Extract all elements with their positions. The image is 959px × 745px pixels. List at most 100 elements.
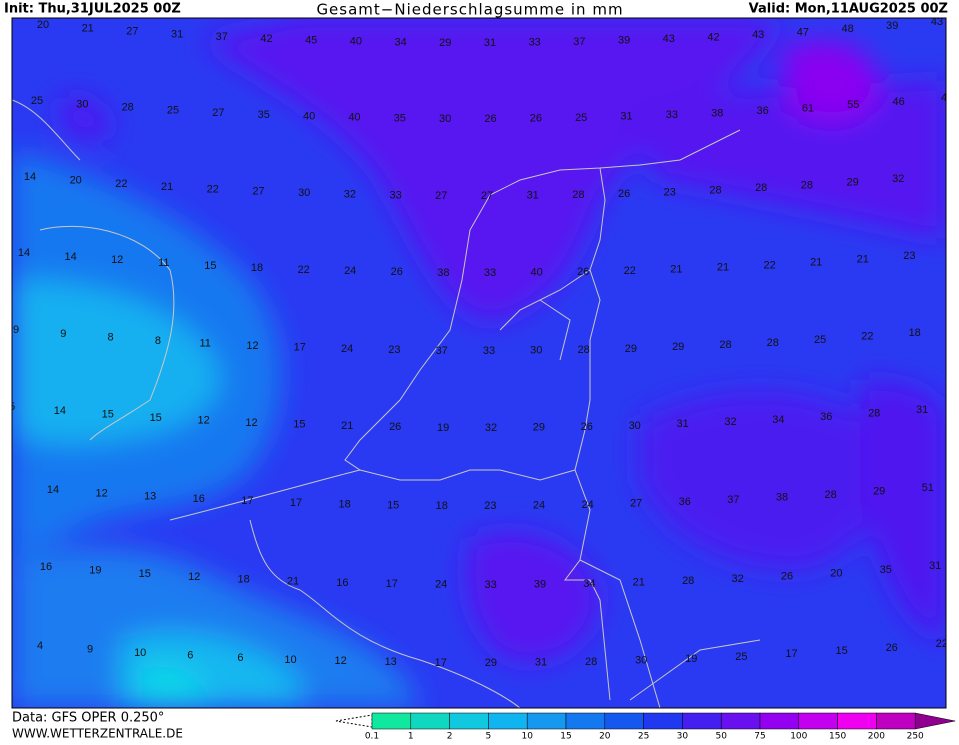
grid-value: 32: [485, 422, 497, 434]
grid-value: 13: [385, 656, 397, 668]
grid-value: 17: [386, 578, 398, 590]
grid-value: 51: [922, 482, 934, 494]
grid-value: 25: [735, 651, 747, 663]
grid-value: 18: [251, 262, 263, 274]
legend-swatch: [604, 712, 644, 730]
legend-swatch: [371, 712, 412, 730]
legend-swatch: [759, 712, 800, 730]
grid-value: 21: [670, 263, 682, 275]
legend-swatch: [682, 712, 722, 730]
grid-value: 29: [873, 486, 885, 498]
grid-value: 19: [89, 565, 101, 577]
grid-value: 12: [245, 417, 257, 429]
grid-value: 24: [344, 265, 356, 277]
grid-value: 37: [727, 494, 739, 506]
grid-value: 15: [150, 412, 162, 424]
grid-value: 30: [629, 420, 641, 432]
grid-value: 47: [797, 26, 809, 38]
grid-value: 4: [941, 92, 947, 104]
grid-value: 19: [685, 653, 697, 665]
grid-value: 12: [246, 340, 258, 352]
grid-value: 34: [583, 578, 595, 590]
grid-value: 40: [530, 267, 542, 279]
grid-value: 30: [76, 98, 88, 110]
legend-swatch: [565, 712, 606, 730]
grid-value: 27: [630, 498, 642, 510]
grid-value: 26: [781, 570, 793, 582]
grid-value: 21: [161, 181, 173, 193]
grid-value: 40: [303, 110, 315, 122]
grid-value: 29: [625, 343, 637, 355]
grid-value: 25: [575, 112, 587, 124]
grid-value: 4: [37, 640, 43, 652]
grid-value: 33: [484, 267, 496, 279]
grid-value: 10: [284, 654, 296, 666]
legend-tick-label: 20: [599, 732, 611, 742]
grid-value: 8: [108, 332, 114, 344]
legend-tick-label: 10: [521, 732, 533, 742]
grid-value: 11: [158, 257, 169, 269]
grid-value: 12: [95, 487, 107, 499]
grid-value: 28: [719, 339, 731, 351]
grid-value: 37: [573, 36, 585, 48]
grid-value: 24: [581, 499, 593, 511]
grid-value: 31: [535, 657, 547, 669]
grid-value: 37: [436, 345, 448, 357]
grid-value: 40: [348, 112, 360, 124]
legend-swatch: [643, 712, 683, 730]
grid-value: 21: [82, 22, 94, 34]
grid-value: 33: [483, 345, 495, 357]
legend-swatch: [837, 712, 877, 730]
legend-tick-label: 250: [907, 732, 924, 742]
grid-value: 22: [297, 264, 309, 276]
legend-swatch: [526, 712, 567, 730]
grid-value: 5: [9, 401, 15, 413]
grid-value: 25: [31, 95, 43, 107]
grid-value: 9: [13, 324, 19, 336]
grid-value: 26: [618, 188, 630, 200]
legend-swatch: [876, 712, 916, 730]
legend-swatch: [488, 712, 528, 730]
valid-time: Valid: Mon,11AUG2025 00Z: [749, 2, 948, 17]
init-time: Init: Thu,31JUL2025 00Z: [4, 2, 181, 17]
legend-tick-label: 2: [447, 732, 453, 742]
grid-value: 29: [533, 422, 545, 434]
grid-value: 28: [682, 575, 694, 587]
legend-swatch: [449, 712, 489, 730]
grid-value: 21: [717, 262, 729, 274]
grid-value: 14: [24, 171, 36, 183]
grid-value: 26: [581, 421, 593, 433]
grid-value: 35: [258, 109, 270, 121]
grid-value: 43: [752, 29, 764, 41]
grid-value: 6: [237, 652, 243, 664]
grid-value: 17: [785, 648, 797, 660]
legend-tick-label: 150: [829, 732, 846, 742]
grid-value: 15: [387, 499, 399, 511]
grid-value: 9: [60, 328, 66, 340]
grid-value: 28: [709, 184, 721, 196]
grid-value: 23: [664, 186, 676, 198]
grid-value: 29: [672, 341, 684, 353]
grid-value: 17: [435, 657, 447, 669]
grid-value: 27: [481, 190, 493, 202]
grid-value: 26: [886, 642, 898, 654]
grid-value: 23: [484, 500, 496, 512]
grid-value: 23: [388, 344, 400, 356]
grid-value: 39: [534, 579, 546, 591]
grid-value: 22: [861, 331, 873, 343]
grid-value: 25: [167, 104, 179, 116]
grid-value: 28: [868, 408, 880, 420]
grid-value: 33: [666, 109, 678, 121]
grid-value: 35: [880, 564, 892, 576]
grid-value: 22: [115, 178, 127, 190]
grid-value: 21: [287, 575, 299, 587]
grid-value: 15: [139, 568, 151, 580]
grid-value: 22: [936, 638, 948, 650]
legend-swatch: [720, 712, 761, 730]
grid-value: 40: [350, 36, 362, 48]
grid-value: 21: [341, 420, 353, 432]
grid-value: 26: [484, 113, 496, 125]
grid-value: 33: [484, 579, 496, 591]
grid-value: 21: [857, 253, 869, 265]
grid-value: 28: [122, 102, 134, 114]
